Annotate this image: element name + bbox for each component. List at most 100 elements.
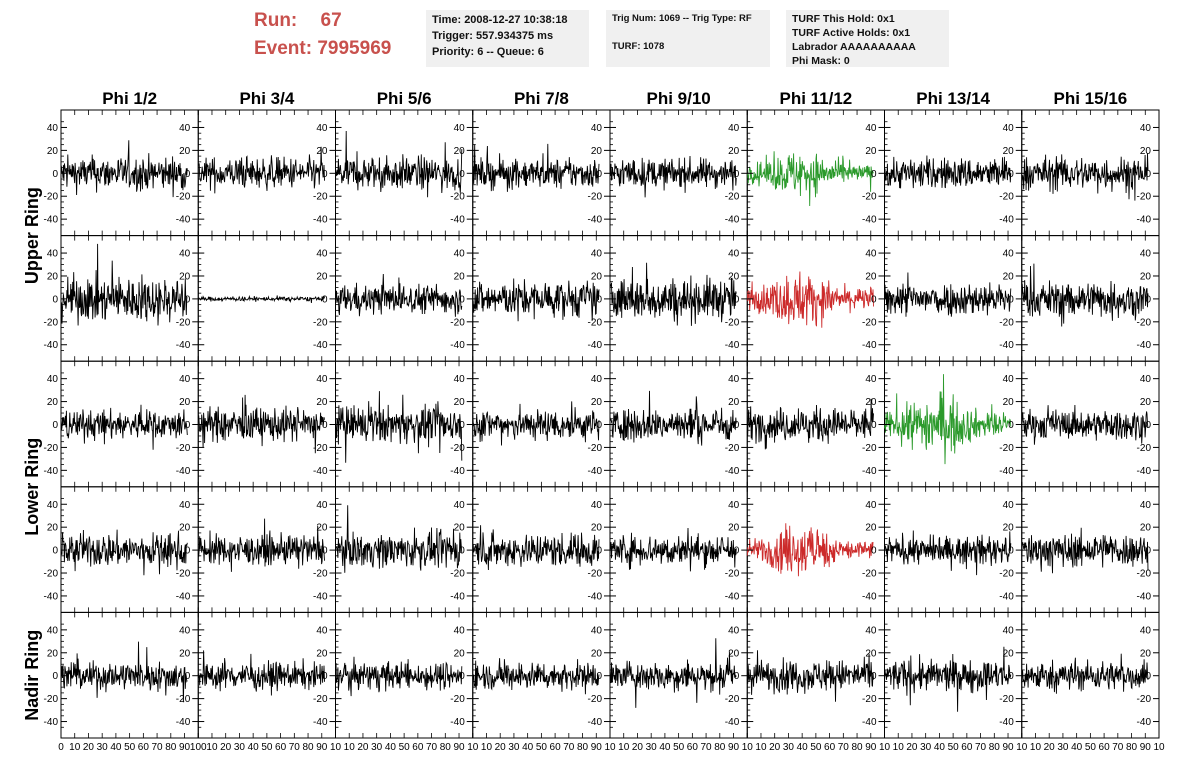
- waveform-trace: [60, 529, 188, 576]
- waveform-trace: [335, 656, 463, 697]
- y-tick-label: -20: [1137, 443, 1152, 454]
- y-tick-label: -40: [450, 215, 465, 226]
- y-tick-label: 0: [185, 169, 191, 180]
- y-tick-label: -40: [176, 340, 191, 351]
- x-tick-label: 40: [797, 742, 809, 753]
- x-tick-label: 90: [1140, 742, 1152, 753]
- y-tick-label: 20: [591, 523, 603, 534]
- y-tick-label: -20: [999, 569, 1014, 580]
- run-label-text: Run:: [254, 10, 298, 31]
- x-tick-label: 20: [769, 742, 781, 753]
- event-label-text: Event:: [254, 38, 313, 59]
- y-tick-label: -40: [999, 340, 1014, 351]
- y-tick-label: 20: [865, 146, 877, 157]
- y-tick-label: -40: [862, 340, 877, 351]
- y-tick-label: 0: [596, 169, 602, 180]
- x-tick-label: 20: [495, 742, 507, 753]
- left-y-tick-label: 0: [52, 294, 58, 305]
- y-tick-label: -40: [313, 466, 328, 477]
- y-tick-label: 40: [591, 374, 603, 385]
- waveform-trace: [472, 525, 600, 571]
- x-tick-label: 10: [1016, 742, 1028, 753]
- y-tick-label: 40: [454, 625, 466, 636]
- y-tick-label: -20: [1137, 694, 1152, 705]
- x-tick-label: 30: [1057, 742, 1069, 753]
- waveform-trace: [609, 390, 737, 446]
- column-title: Phi 11/12: [779, 89, 852, 108]
- waveform-trace: [60, 404, 188, 450]
- y-tick-label: -20: [862, 443, 877, 454]
- x-tick-label: 30: [508, 742, 520, 753]
- y-tick-label: 20: [179, 146, 191, 157]
- x-tick-label: 80: [302, 742, 314, 753]
- y-tick-label: 40: [1003, 500, 1015, 511]
- y-tick-label: 20: [454, 648, 466, 659]
- x-tick-label: 10: [604, 742, 616, 753]
- column-title: Phi 13/14: [916, 89, 990, 108]
- y-tick-label: 0: [322, 420, 328, 431]
- y-tick-label: -20: [862, 192, 877, 203]
- waveform-trace: [1021, 404, 1149, 445]
- left-y-tick-label: 20: [47, 523, 59, 534]
- waveform-trace: [609, 155, 737, 198]
- trigger-text: Trigger: 557.934375 ms: [432, 30, 554, 42]
- waveform-trace: [335, 130, 463, 198]
- waveform-trace: [197, 518, 325, 572]
- y-tick-label: 40: [591, 123, 603, 134]
- y-tick-label: -40: [450, 717, 465, 728]
- y-tick-label: 20: [591, 146, 603, 157]
- turf-this-hold-text: TURF This Hold: 0x1: [792, 13, 895, 25]
- waveform-trace: [746, 650, 874, 702]
- waveform-trace: [1021, 153, 1149, 201]
- y-tick-label: 40: [1140, 625, 1152, 636]
- y-tick-label: 0: [871, 671, 877, 682]
- y-tick-label: 40: [316, 625, 328, 636]
- y-tick-label: 40: [454, 249, 466, 260]
- y-tick-label: -20: [999, 317, 1014, 328]
- y-tick-label: -40: [999, 466, 1014, 477]
- y-tick-label: 20: [316, 271, 328, 282]
- event-number: 7995969: [317, 38, 392, 59]
- y-tick-label: 20: [1140, 648, 1152, 659]
- x-tick-label: 60: [275, 742, 287, 753]
- y-tick-label: 0: [871, 420, 877, 431]
- y-tick-label: 20: [316, 648, 328, 659]
- y-tick-label: 40: [728, 249, 740, 260]
- x-tick-label: 80: [165, 742, 177, 753]
- x-tick-label: 80: [577, 742, 589, 753]
- y-tick-label: 40: [316, 374, 328, 385]
- x-tick-label: 70: [838, 742, 850, 753]
- waveform-trace: [335, 505, 463, 573]
- y-tick-label: -40: [725, 717, 740, 728]
- x-tick-label: 10: [1030, 742, 1042, 753]
- time-info-box: Time: 2008-12-27 10:38:18 Trigger: 557.9…: [426, 10, 589, 67]
- y-tick-label: 0: [596, 671, 602, 682]
- y-tick-label: -40: [450, 466, 465, 477]
- y-tick-label: -20: [313, 694, 328, 705]
- y-tick-label: 0: [1145, 294, 1151, 305]
- y-tick-label: -20: [725, 317, 740, 328]
- x-tick-label: 60: [824, 742, 836, 753]
- waveform-trace: [609, 527, 737, 572]
- y-tick-label: -20: [313, 569, 328, 580]
- x-tick-label: 50: [261, 742, 273, 753]
- column-title: Phi 3/4: [239, 89, 294, 108]
- x-tick-label: 60: [412, 742, 424, 753]
- y-tick-label: -40: [1137, 466, 1152, 477]
- y-tick-label: 40: [179, 374, 191, 385]
- y-tick-label: 0: [459, 294, 465, 305]
- waveform-trace: [884, 530, 1012, 576]
- y-tick-label: 40: [179, 625, 191, 636]
- y-tick-label: 0: [322, 294, 328, 305]
- x-tick-label: 50: [536, 742, 548, 753]
- waveform-trace: [884, 374, 1012, 465]
- x-tick-label: 90: [728, 742, 740, 753]
- y-tick-label: 20: [316, 397, 328, 408]
- x-tick-label: 10: [344, 742, 356, 753]
- waveform-trace: [746, 271, 874, 328]
- waveform-trace: [472, 401, 600, 446]
- y-tick-label: 0: [596, 420, 602, 431]
- left-y-tick-label: 0: [52, 546, 58, 557]
- y-tick-label: -20: [999, 192, 1014, 203]
- y-tick-label: -40: [588, 215, 603, 226]
